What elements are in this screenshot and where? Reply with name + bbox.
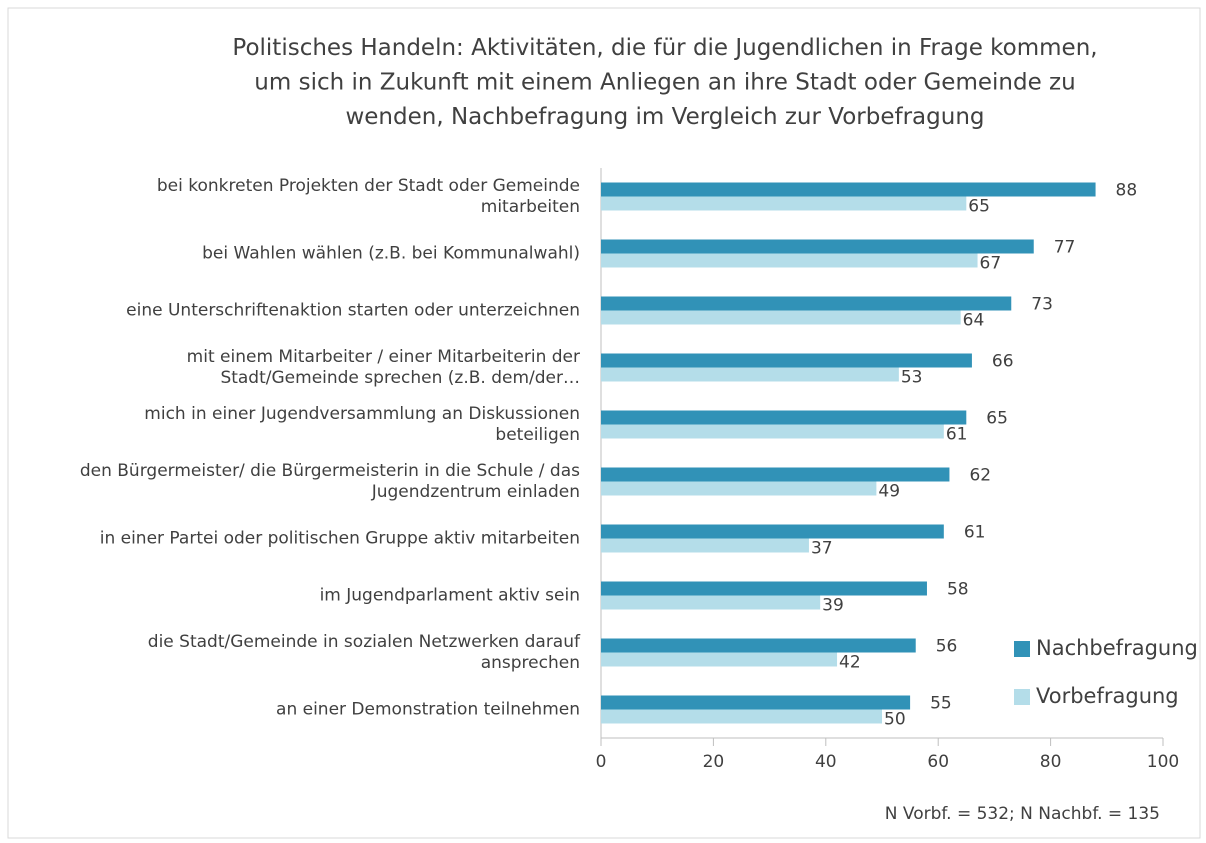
y-tick-label: bei konkreten Projekten der Stadt oder G… bbox=[157, 176, 580, 217]
bar bbox=[601, 581, 927, 596]
bar bbox=[601, 367, 899, 382]
bar bbox=[601, 410, 967, 425]
value-label: 37 bbox=[811, 539, 833, 559]
value-label: 61 bbox=[964, 523, 986, 543]
bar bbox=[601, 253, 978, 268]
y-tick-label: in einer Partei oder politischen Gruppe … bbox=[100, 529, 580, 549]
x-tick-label: 20 bbox=[703, 752, 725, 772]
value-label: 65 bbox=[968, 197, 990, 217]
bar bbox=[601, 695, 911, 710]
value-label: 64 bbox=[963, 311, 985, 331]
x-tick-label: 80 bbox=[1040, 752, 1062, 772]
bar bbox=[601, 424, 944, 439]
value-label: 53 bbox=[901, 368, 923, 388]
chart-title: Politisches Handeln: Aktivitäten, die fü… bbox=[232, 35, 1097, 130]
bar bbox=[601, 182, 1096, 197]
x-tick-label: 60 bbox=[927, 752, 949, 772]
bar bbox=[601, 595, 821, 610]
value-label: 55 bbox=[930, 694, 952, 714]
bar bbox=[601, 481, 877, 496]
legend-swatch bbox=[1014, 689, 1030, 705]
value-label: 42 bbox=[839, 653, 861, 673]
bar bbox=[601, 467, 950, 482]
y-tick-label: bei Wahlen wählen (z.B. bei Kommunalwahl… bbox=[202, 244, 580, 264]
bar bbox=[601, 296, 1012, 311]
value-label: 66 bbox=[992, 352, 1014, 372]
x-tick-label: 40 bbox=[815, 752, 837, 772]
bar bbox=[601, 652, 838, 667]
y-tick-label: mit einem Mitarbeiter / einer Mitarbeite… bbox=[187, 347, 580, 388]
legend-label: Vorbefragung bbox=[1036, 684, 1179, 708]
y-tick-label: eine Unterschriftenaktion starten oder u… bbox=[126, 301, 580, 321]
y-tick-label: mich in einer Jugendversammlung an Disku… bbox=[144, 404, 580, 445]
value-label: 56 bbox=[936, 637, 958, 657]
bar bbox=[601, 709, 882, 724]
value-label: 58 bbox=[947, 580, 969, 600]
value-label: 88 bbox=[1116, 181, 1138, 201]
x-tick-label: 100 bbox=[1147, 752, 1179, 772]
legend-label: Nachbefragung bbox=[1036, 636, 1198, 660]
value-label: 67 bbox=[980, 254, 1002, 274]
value-label: 77 bbox=[1054, 238, 1076, 258]
bar bbox=[601, 310, 961, 325]
value-label: 61 bbox=[946, 425, 968, 445]
bar bbox=[601, 353, 972, 368]
y-tick-label: an einer Demonstration teilnehmen bbox=[276, 700, 580, 720]
y-tick-label: den Bürgermeister/ die Bürgermeisterin i… bbox=[80, 461, 580, 502]
legend-swatch bbox=[1014, 641, 1030, 657]
value-label: 62 bbox=[969, 466, 991, 486]
value-label: 50 bbox=[884, 710, 906, 730]
bar bbox=[601, 524, 944, 539]
bar bbox=[601, 638, 916, 653]
bar bbox=[601, 538, 809, 553]
bar bbox=[601, 239, 1034, 254]
note: N Vorbf. = 532; N Nachbf. = 135 bbox=[885, 804, 1160, 824]
y-tick-label: die Stadt/Gemeinde in sozialen Netzwerke… bbox=[148, 632, 581, 673]
value-label: 49 bbox=[878, 482, 900, 502]
bar bbox=[601, 196, 967, 211]
y-tick-label: im Jugendparlament aktiv sein bbox=[320, 586, 580, 606]
value-label: 73 bbox=[1031, 295, 1053, 315]
x-tick-label: 0 bbox=[596, 752, 607, 772]
value-label: 65 bbox=[986, 409, 1008, 429]
value-label: 39 bbox=[822, 596, 844, 616]
